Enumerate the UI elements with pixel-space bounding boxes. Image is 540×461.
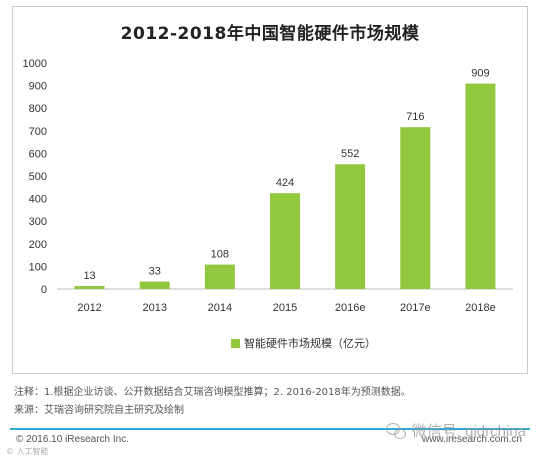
chart-title: 2012-2018年中国智能硬件市场规模 [120,24,420,44]
legend: 智能硬件市场规模（亿元） [231,335,376,351]
x-tick-label: 2013 [142,302,166,314]
site-url: www.iresearch.com.cn [421,434,522,445]
y-tick-label: 400 [29,194,47,206]
footer-rule [10,428,530,430]
note-text: 注释：1.根据企业访谈、公开数据结合艾瑞咨询模型推算；2. 2016-2018年… [14,387,411,398]
y-tick-label: 300 [29,216,47,228]
y-tick-label: 600 [29,148,47,160]
data-label: 108 [211,249,229,261]
legend-label: 智能硬件市场规模（亿元） [244,337,376,350]
data-label: 424 [276,177,294,189]
y-tick-label: 0 [41,284,47,296]
y-tick-label: 1000 [23,58,47,70]
data-label: 716 [406,111,424,123]
copyright: © 2016.10 iResearch Inc. [16,434,129,445]
bar [74,286,105,289]
x-tick-label: 2015 [273,302,297,314]
y-tick-label: 200 [29,239,47,251]
x-tick-label: 2017e [400,302,431,314]
bar [465,83,496,289]
y-tick-label: 700 [29,126,47,138]
x-tick-label: 2016e [335,302,366,314]
corner-watermark: © 人工智能 [6,447,49,456]
y-tick-label: 500 [29,171,47,183]
chart-frame: 2012-2018年中国智能硬件市场规模 0 100 200 300 400 500 600… [12,6,528,374]
bar-chart: 0 100 200 300 400 500 600 700 800 900 1000 13 2012 33… [23,58,513,314]
bar [270,193,300,289]
x-tick-label: 2012 [77,302,101,314]
wechat-watermark: 微信号: qidrchina [385,420,526,441]
x-tick-label: 2018e [465,302,496,314]
bar [335,164,366,289]
y-tick-label: 800 [29,103,47,115]
y-tick-label: 900 [29,81,47,93]
data-label: 33 [149,266,161,278]
source-text: 来源：艾瑞咨询研究院自主研究及绘制 [14,405,184,416]
x-tick-label: 2014 [208,302,232,314]
y-tick-label: 100 [29,261,47,273]
data-label: 909 [471,68,489,80]
notes: 注释：1.根据企业访谈、公开数据结合艾瑞咨询模型推算；2. 2016-2018年… [14,384,524,420]
bar [139,281,170,289]
wechat-id: 微信号: qidrchina [411,423,526,440]
wechat-icon [385,422,406,439]
data-label: 13 [83,270,95,282]
bar [204,264,235,289]
legend-swatch [231,338,240,348]
bar [400,127,431,290]
data-label: 552 [341,148,359,160]
